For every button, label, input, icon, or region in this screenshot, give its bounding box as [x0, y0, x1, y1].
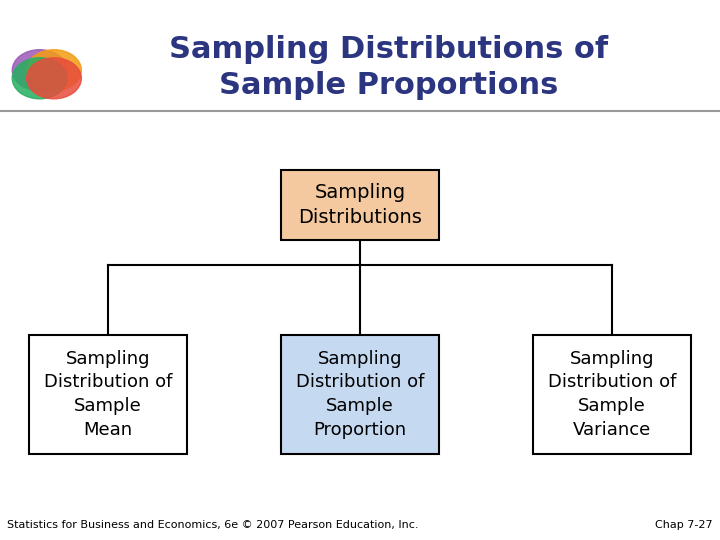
- FancyBboxPatch shape: [281, 170, 439, 240]
- Circle shape: [12, 58, 67, 99]
- FancyBboxPatch shape: [281, 335, 439, 454]
- Text: Sampling Distributions of
Sample Proportions: Sampling Distributions of Sample Proport…: [169, 35, 608, 100]
- Text: Sampling
Distribution of
Sample
Proportion: Sampling Distribution of Sample Proporti…: [296, 350, 424, 438]
- FancyBboxPatch shape: [29, 335, 187, 454]
- Circle shape: [12, 50, 67, 91]
- Circle shape: [27, 50, 81, 91]
- FancyBboxPatch shape: [533, 335, 691, 454]
- Text: Sampling
Distributions: Sampling Distributions: [298, 183, 422, 227]
- Circle shape: [27, 58, 81, 99]
- Text: Sampling
Distribution of
Sample
Variance: Sampling Distribution of Sample Variance: [548, 350, 676, 438]
- Text: Statistics for Business and Economics, 6e © 2007 Pearson Education, Inc.: Statistics for Business and Economics, 6…: [7, 520, 419, 530]
- Text: Sampling
Distribution of
Sample
Mean: Sampling Distribution of Sample Mean: [44, 350, 172, 438]
- Text: Chap 7-27: Chap 7-27: [655, 520, 713, 530]
